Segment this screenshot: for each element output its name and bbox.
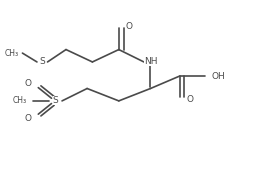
Text: CH₃: CH₃ (12, 96, 26, 105)
Text: O: O (25, 79, 32, 88)
Text: S: S (39, 58, 45, 66)
Text: S: S (53, 96, 58, 105)
Text: CH₃: CH₃ (4, 49, 18, 58)
Text: O: O (25, 114, 32, 123)
Text: O: O (126, 22, 133, 31)
Text: O: O (187, 95, 194, 104)
Text: OH: OH (211, 72, 225, 81)
Text: NH: NH (144, 58, 157, 66)
